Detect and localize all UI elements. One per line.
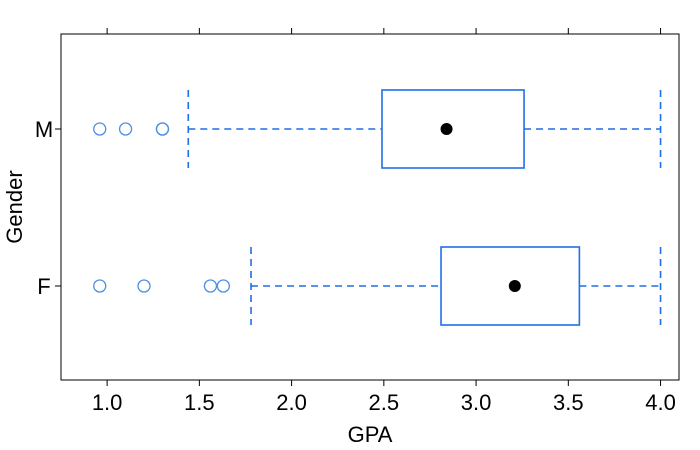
- x-tick-label: 2.5: [369, 390, 400, 415]
- median-dot: [508, 280, 521, 292]
- y-tick-label: F: [37, 274, 50, 299]
- boxplot-series: [93, 89, 662, 326]
- x-axis-label: GPA: [348, 422, 393, 447]
- x-tick-label: 3.0: [461, 390, 492, 415]
- median-dot: [440, 123, 453, 135]
- box-group-f: [93, 246, 662, 326]
- iqr-box: [440, 246, 581, 326]
- outlier-point: [118, 122, 133, 136]
- top-axis-ticks: [106, 28, 662, 34]
- iqr-box: [381, 89, 525, 169]
- x-tick-label: 2.0: [276, 390, 307, 415]
- x-tick-label: 4.0: [645, 390, 676, 415]
- outlier-point: [93, 279, 107, 293]
- y-axis-label: Gender: [2, 170, 27, 243]
- y-tick-label: M: [35, 117, 53, 142]
- left-axis-ticks: MF: [35, 117, 61, 299]
- outlier-point: [216, 279, 230, 293]
- outlier-point: [203, 279, 218, 293]
- plot-frame: [60, 33, 680, 381]
- bottom-axis-ticks: 1.0 1.5 2.0 2.5 3.0 3.5 4.0: [92, 380, 676, 415]
- x-tick-label: 1.5: [184, 390, 215, 415]
- outlier-point: [155, 122, 170, 136]
- outlier-point: [93, 122, 107, 136]
- x-tick-label: 1.0: [92, 390, 123, 415]
- box-group-m: [93, 89, 662, 169]
- outlier-point: [137, 279, 151, 293]
- x-tick-label: 3.5: [553, 390, 584, 415]
